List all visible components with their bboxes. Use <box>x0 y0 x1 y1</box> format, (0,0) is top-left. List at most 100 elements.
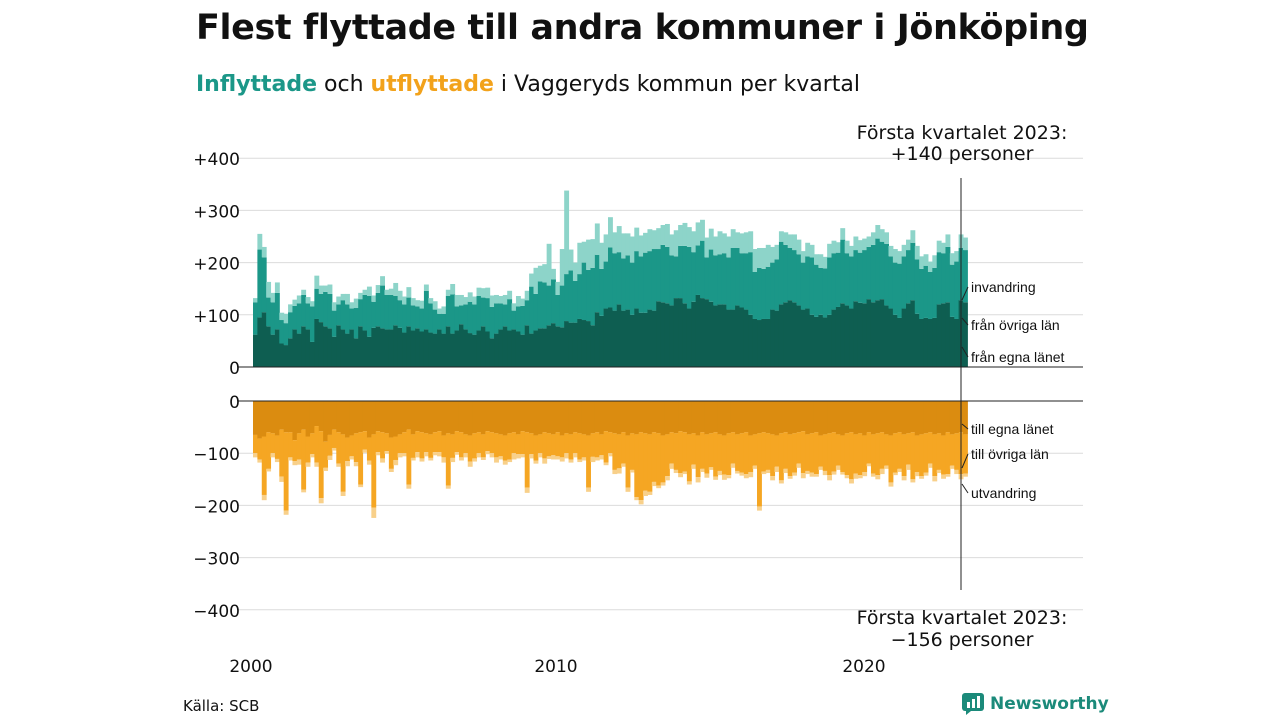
bar-in-0 <box>787 300 793 367</box>
bar-out-2 <box>476 453 482 458</box>
bar-in-0 <box>559 327 565 367</box>
bar-out-0 <box>901 401 907 435</box>
bar-out-0 <box>498 401 504 435</box>
bar-out-1 <box>787 434 793 477</box>
bar-out-1 <box>910 432 916 480</box>
bar-in-1 <box>375 292 381 327</box>
bar-out-0 <box>717 401 723 435</box>
bar-out-2 <box>551 455 556 460</box>
bar-in-2 <box>608 217 613 248</box>
ytick-bottom-label: −100 <box>193 445 240 465</box>
bar-out-1 <box>857 433 863 476</box>
bar-in-2 <box>713 236 719 256</box>
bar-out-0 <box>603 401 609 432</box>
bar-out-1 <box>765 433 771 470</box>
series-label-utvandring: utvandring <box>971 485 1036 501</box>
subtitle-in-label: Inflyttade <box>196 72 318 97</box>
bar-in-2 <box>616 226 622 253</box>
bar-in-2 <box>914 245 920 260</box>
bar-out-0 <box>857 401 863 434</box>
bar-in-0 <box>603 308 609 367</box>
bar-out-1 <box>375 431 381 453</box>
bar-in-0 <box>669 305 675 367</box>
subtitle-out-label: utflyttade <box>370 72 494 97</box>
bar-out-2 <box>831 471 837 475</box>
bar-in-1 <box>257 249 263 318</box>
series-label-fran-ovriga-lan: från övriga län <box>971 317 1060 333</box>
bar-out-0 <box>301 401 307 430</box>
bar-out-2 <box>546 456 552 459</box>
bar-in-1 <box>831 253 837 310</box>
bar-in-0 <box>643 312 648 367</box>
xtick-label: 2020 <box>842 657 885 677</box>
bar-out-0 <box>945 401 951 433</box>
bar-in-0 <box>533 330 539 367</box>
series-label-till-ovriga-lan-leader <box>961 453 969 469</box>
bar-out-2 <box>419 458 425 462</box>
bar-in-1 <box>625 255 631 310</box>
bar-out-2 <box>910 479 916 483</box>
bar-out-1 <box>713 432 719 477</box>
bar-in-2 <box>340 293 346 301</box>
series-label-invandring: invandring <box>971 279 1036 295</box>
bar-out-2 <box>945 474 951 477</box>
bar-in-1 <box>564 274 570 322</box>
bar-in-1 <box>559 285 565 328</box>
bar-in-0 <box>625 309 631 367</box>
series-label-till-ovriga-lan: till övriga län <box>971 446 1049 462</box>
bar-in-2 <box>927 261 933 272</box>
bar-out-2 <box>279 476 285 482</box>
bar-out-0 <box>257 401 263 439</box>
bar-in-2 <box>375 285 381 293</box>
bar-in-2 <box>406 287 412 298</box>
bar-out-1 <box>485 431 491 452</box>
bar-out-1 <box>941 435 946 475</box>
bar-in-0 <box>888 308 894 367</box>
bar-in-2 <box>551 268 556 280</box>
bar-out-2 <box>384 451 390 454</box>
bar-out-2 <box>621 463 627 467</box>
bar-out-2 <box>906 464 911 470</box>
bar-in-0 <box>695 294 701 367</box>
bar-in-2 <box>419 300 425 309</box>
bar-in-2 <box>564 190 570 275</box>
bar-out-1 <box>888 435 894 483</box>
bar-out-0 <box>467 401 473 436</box>
bar-out-0 <box>279 401 285 430</box>
bar-in-2 <box>388 288 394 295</box>
bar-in-2 <box>292 299 298 306</box>
bar-in-2 <box>402 296 407 305</box>
bar-out-2 <box>375 452 381 456</box>
bar-out-1 <box>288 432 293 458</box>
bar-out-0 <box>393 401 399 437</box>
bar-in-0 <box>340 329 346 367</box>
bar-out-2 <box>656 485 662 489</box>
bar-out-0 <box>954 401 960 434</box>
bar-out-0 <box>660 401 666 436</box>
bar-in-2 <box>555 281 561 295</box>
bar-out-0 <box>770 401 776 435</box>
bar-in-0 <box>301 326 307 367</box>
bar-out-0 <box>428 401 434 435</box>
bar-in-2 <box>266 281 272 298</box>
bar-in-0 <box>279 343 285 367</box>
bar-in-0 <box>393 325 399 367</box>
bar-in-0 <box>428 332 434 367</box>
bar-out-0 <box>643 401 648 434</box>
bar-out-2 <box>494 457 499 463</box>
bar-in-1 <box>809 257 815 315</box>
bar-out-0 <box>445 401 451 434</box>
bar-in-2 <box>647 229 653 252</box>
annotation-bottom-line2: −156 personer <box>891 629 1034 651</box>
bar-out-0 <box>647 401 653 435</box>
bar-in-1 <box>774 259 780 311</box>
bar-in-2 <box>827 243 833 258</box>
bar-out-2 <box>340 491 346 497</box>
bar-in-2 <box>533 267 539 294</box>
bar-in-0 <box>809 314 815 367</box>
bar-out-0 <box>450 401 456 435</box>
bar-out-2 <box>586 487 591 492</box>
bar-in-0 <box>879 299 885 367</box>
bar-out-2 <box>498 456 504 460</box>
bar-out-2 <box>257 459 263 463</box>
